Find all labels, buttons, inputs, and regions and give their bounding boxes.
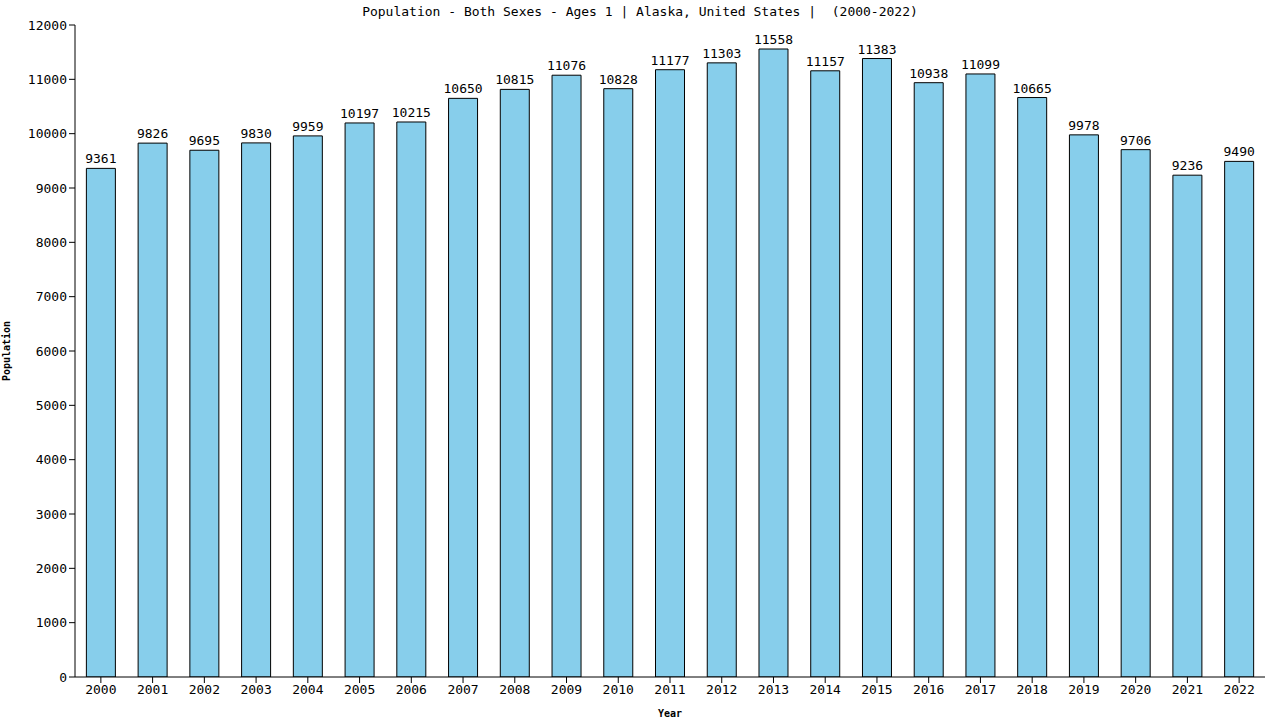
svg-text:2002: 2002 [189,682,220,697]
svg-text:9236: 9236 [1172,158,1203,173]
svg-text:2016: 2016 [913,682,944,697]
svg-text:2008: 2008 [499,682,530,697]
svg-text:11177: 11177 [650,53,689,68]
svg-text:2015: 2015 [861,682,892,697]
svg-text:9826: 9826 [137,126,168,141]
html-text:Population - Both Sexes - Ages: Population - Both Sexes - Ages 1 | Alask… [362,4,918,19]
svg-text:2004: 2004 [292,682,323,697]
svg-text:1000: 1000 [36,615,67,630]
svg-text:2009: 2009 [551,682,582,697]
svg-text:2000: 2000 [36,561,67,576]
svg-text:2005: 2005 [344,682,375,697]
svg-text:9361: 9361 [85,151,116,166]
svg-text:8000: 8000 [36,235,67,250]
svg-text:11303: 11303 [702,46,741,61]
svg-text:2021: 2021 [1172,682,1203,697]
svg-text:11383: 11383 [857,42,896,57]
svg-text:10215: 10215 [392,105,431,120]
svg-text:2012: 2012 [706,682,737,697]
svg-text:2011: 2011 [654,682,685,697]
svg-text:2006: 2006 [396,682,427,697]
svg-text:2017: 2017 [965,682,996,697]
svg-text:7000: 7000 [36,289,67,304]
svg-text:11558: 11558 [754,32,793,47]
svg-text:3000: 3000 [36,507,67,522]
svg-text:2020: 2020 [1120,682,1151,697]
svg-text:2001: 2001 [137,682,168,697]
svg-text:Year: Year [658,708,682,719]
svg-text:6000: 6000 [36,344,67,359]
svg-text:10828: 10828 [599,72,638,87]
svg-text:Population: Population [8,321,12,381]
svg-text:11157: 11157 [806,54,845,69]
svg-text:11076: 11076 [547,58,586,73]
svg-text:10665: 10665 [1013,81,1052,96]
svg-text:9695: 9695 [189,133,220,148]
svg-text:9830: 9830 [240,126,271,141]
svg-text:9978: 9978 [1068,118,1099,133]
svg-text:4000: 4000 [36,452,67,467]
svg-text:2010: 2010 [603,682,634,697]
svg-text:10650: 10650 [443,81,482,96]
svg-text:9490: 9490 [1223,144,1254,159]
svg-text:11000: 11000 [28,72,67,87]
svg-text:2022: 2022 [1223,682,1254,697]
svg-text:12000: 12000 [28,18,67,33]
svg-text:2003: 2003 [240,682,271,697]
svg-text:2007: 2007 [447,682,478,697]
svg-text:9000: 9000 [36,181,67,196]
svg-text:9706: 9706 [1120,133,1151,148]
svg-text:2013: 2013 [758,682,789,697]
svg-text:10938: 10938 [909,66,948,81]
svg-text:2019: 2019 [1068,682,1099,697]
svg-text:10197: 10197 [340,106,379,121]
svg-text:11099: 11099 [961,57,1000,72]
svg-text:10000: 10000 [28,126,67,141]
svg-text:2000: 2000 [85,682,116,697]
svg-text:2014: 2014 [810,682,841,697]
svg-text:5000: 5000 [36,398,67,413]
svg-text:9959: 9959 [292,119,323,134]
svg-text:10815: 10815 [495,72,534,87]
svg-text:2018: 2018 [1017,682,1048,697]
svg-text:0: 0 [59,670,67,685]
